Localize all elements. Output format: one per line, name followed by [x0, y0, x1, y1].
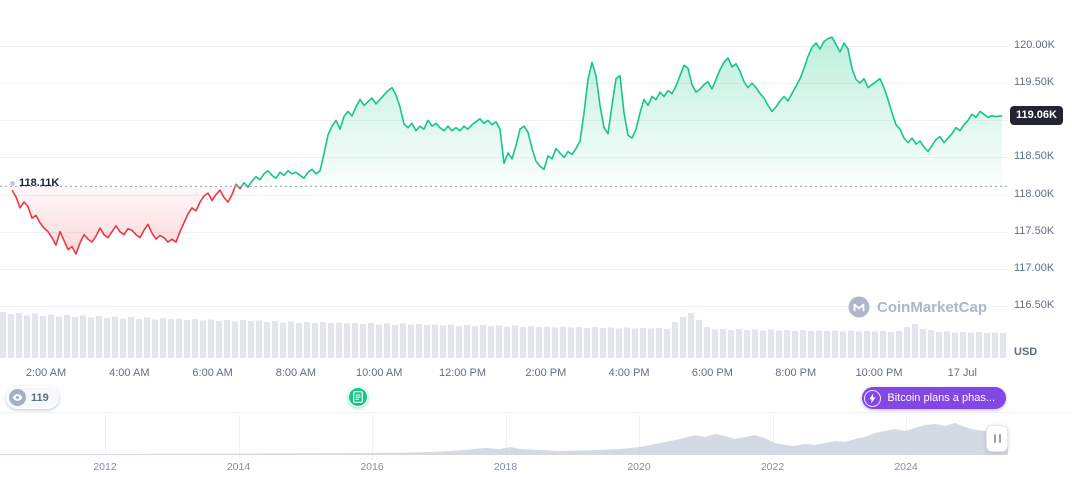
timeline-divider: [0, 412, 1072, 413]
price-area-up: [234, 36, 1003, 187]
x-axis-label: 8:00 PM: [775, 367, 817, 379]
price-area-down: [11, 186, 1002, 255]
currency-unit-label: USD: [1014, 346, 1038, 358]
timeline-year-label: 2016: [360, 461, 384, 473]
annotations-row: 119 Bitcoin plans a phas...: [0, 384, 1072, 412]
y-axis-label: 119.50K: [1014, 76, 1055, 89]
timeline-year-label: 2024: [894, 461, 918, 473]
timeline-year-label: 2022: [760, 461, 785, 473]
eye-icon: [9, 389, 26, 406]
y-axis-label: 116.50K: [1014, 299, 1055, 311]
previous-close-value: 118.11K: [19, 177, 60, 190]
timeline-minichart-svg[interactable]: [0, 415, 1008, 461]
y-axis-label: 120.00K: [1014, 39, 1055, 51]
x-axis-label: 17 Jul: [947, 367, 977, 379]
x-axis-label: 10:00 AM: [355, 367, 403, 379]
previous-close-label: 118.11K: [10, 177, 59, 189]
timeline-handle-button[interactable]: [986, 425, 1008, 452]
document-icon: [353, 391, 363, 403]
price-chart-svg[interactable]: [0, 0, 1008, 362]
headline-text: Bitcoin plans a phas...: [887, 392, 995, 404]
watermark-text: CoinMarketCap: [877, 298, 988, 316]
news-headline-annotation[interactable]: Bitcoin plans a phas...: [862, 387, 1006, 409]
timeline-year-label: 2012: [93, 461, 117, 473]
x-axis-label: 4:00 AM: [109, 367, 150, 379]
y-axis-label: 117.50K: [1014, 224, 1055, 237]
coinmarketcap-watermark: CoinMarketCap: [848, 296, 987, 318]
x-axis-label: 6:00 PM: [691, 367, 733, 379]
timeline-year-labels: 2012 2014 2016 2018 2020 2022 2024: [0, 461, 1008, 475]
coinmarketcap-logo-icon: [848, 296, 870, 318]
y-axis-label: 118.00K: [1014, 187, 1055, 200]
volume-bars: [0, 312, 1006, 358]
y-axis-label: 117.00K: [1014, 261, 1055, 274]
previous-close-dot-icon: [10, 180, 15, 186]
x-axis-label: 10:00 PM: [855, 367, 903, 379]
x-axis: 2:00 AM 4:00 AM 6:00 AM 8:00 AM 10:00 AM 12:0…: [0, 367, 1008, 383]
x-axis-label: 4:00 PM: [608, 367, 650, 379]
y-axis: 119.06K USD 120.00K 119.50K 118.50K 118.00K…: [1008, 0, 1072, 362]
x-axis-label: 12:00 PM: [438, 367, 487, 379]
timeline-scrubber[interactable]: 2012 2014 2016 2018 2020 2022 2024: [0, 413, 1072, 477]
timeline-year-label: 2020: [627, 461, 651, 473]
x-axis-label: 2:00 AM: [25, 367, 67, 379]
timeline-year-label: 2014: [226, 461, 251, 473]
handle-grip-icon: [993, 434, 996, 443]
views-annotation-badge[interactable]: 119: [6, 386, 59, 409]
x-axis-label: 2:00 PM: [525, 367, 567, 379]
x-axis-label: 6:00 AM: [192, 367, 233, 379]
lightning-icon: [864, 389, 882, 407]
views-count: 119: [31, 391, 49, 404]
timeline-year-label: 2018: [493, 461, 518, 473]
current-price-badge: 119.06K: [1010, 105, 1063, 125]
handle-grip-icon: [998, 434, 1001, 443]
x-axis-label: 8:00 AM: [275, 367, 317, 379]
news-annotation-marker[interactable]: [348, 387, 368, 407]
y-axis-label: 118.50K: [1014, 150, 1055, 163]
timeline-minichart-area: [0, 423, 1008, 455]
